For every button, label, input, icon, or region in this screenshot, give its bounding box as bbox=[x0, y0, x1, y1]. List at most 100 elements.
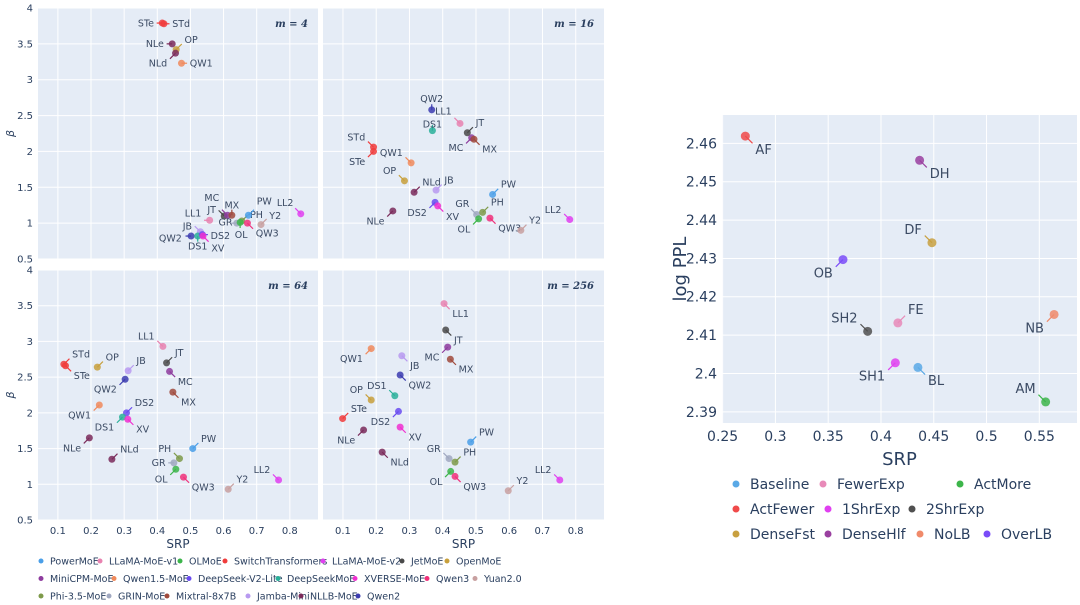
legend-item[interactable]: PowerMoE bbox=[38, 557, 99, 568]
point-marker bbox=[179, 473, 187, 481]
data-point: QW1 bbox=[380, 148, 415, 167]
legend-item[interactable]: Baseline bbox=[732, 477, 810, 493]
legend-item[interactable]: GRIN-MoE bbox=[106, 592, 166, 603]
point-label: PW bbox=[479, 427, 495, 438]
legend-item[interactable]: FewerExp bbox=[819, 477, 905, 493]
data-point: SH1 bbox=[859, 358, 900, 385]
legend-item[interactable]: OverLB bbox=[983, 527, 1053, 543]
x-tick-label: 0.1 bbox=[335, 526, 351, 537]
legend-item[interactable]: DenseFst bbox=[732, 527, 816, 543]
legend-item[interactable]: Mixtral-8x7B bbox=[164, 592, 237, 603]
legend-item[interactable]: OpenMoE bbox=[444, 557, 502, 568]
y-tick-label: 3.5 bbox=[17, 301, 33, 312]
y-tick-label: 3 bbox=[27, 337, 33, 348]
legend-item[interactable]: DeepSeekMoE bbox=[275, 574, 356, 585]
legend-item[interactable]: ActFewer bbox=[732, 502, 815, 518]
x-tick-label: 0.3 bbox=[764, 429, 786, 445]
y-tick-label: 1 bbox=[27, 219, 33, 230]
plot-area bbox=[722, 115, 1077, 423]
legend-item[interactable]: 2ShrExp bbox=[908, 502, 985, 518]
legend-item[interactable]: Phi-3.5-MoE bbox=[38, 592, 107, 603]
data-point: PH bbox=[479, 198, 504, 216]
x-tick-label: 0.8 bbox=[282, 526, 298, 537]
point-label: PH bbox=[158, 444, 171, 455]
point-label: DF bbox=[904, 223, 922, 238]
point-marker bbox=[228, 211, 236, 219]
legend-item[interactable]: Qwen1.5-MoE bbox=[111, 574, 189, 585]
data-point: QW2 bbox=[396, 371, 431, 391]
legend-marker bbox=[908, 505, 916, 513]
legend-item[interactable]: NLLB-MoE bbox=[298, 592, 358, 603]
point-marker bbox=[206, 216, 214, 224]
y-tick-label: 3 bbox=[27, 75, 33, 86]
legend-item[interactable]: Jamba-Mini bbox=[245, 592, 310, 603]
legend-marker bbox=[956, 480, 964, 488]
legend-item[interactable]: DeepSeek-V2-Lite bbox=[186, 574, 283, 585]
point-marker bbox=[108, 455, 116, 463]
point-label: NLe bbox=[146, 39, 164, 50]
legend-item[interactable]: XVERSE-MoE bbox=[352, 574, 426, 585]
legend-item[interactable]: 1ShrExp bbox=[824, 502, 901, 518]
plot-area bbox=[323, 8, 604, 259]
point-label: DS2 bbox=[135, 398, 154, 409]
legend-label: Qwen1.5-MoE bbox=[123, 574, 189, 585]
legend-label: DeepSeek-V2-Lite bbox=[198, 574, 283, 585]
legend-item[interactable]: NoLB bbox=[916, 527, 971, 543]
y-tick-label: 1.5 bbox=[17, 444, 33, 455]
point-label: MC bbox=[178, 377, 193, 388]
legend-marker bbox=[444, 558, 450, 564]
point-label: DS1 bbox=[423, 120, 442, 131]
point-label: LL1 bbox=[138, 332, 155, 343]
point-label: NLd bbox=[422, 178, 440, 189]
point-label: JB bbox=[409, 361, 419, 372]
data-point: DS1 bbox=[367, 381, 399, 400]
point-marker bbox=[504, 487, 512, 495]
legend-item[interactable]: JetMoE bbox=[399, 557, 444, 568]
legend-marker bbox=[472, 576, 478, 581]
x-tick-label: 0.1 bbox=[50, 526, 66, 537]
legend-marker bbox=[355, 593, 361, 599]
legend-item[interactable]: ActMore bbox=[956, 477, 1032, 493]
data-point: OP bbox=[350, 385, 375, 404]
x-tick-label: 0.5 bbox=[182, 526, 198, 537]
point-marker bbox=[447, 467, 455, 475]
data-point: JB bbox=[124, 356, 146, 375]
point-label: DS2 bbox=[371, 417, 390, 428]
legend-marker bbox=[298, 593, 304, 599]
point-label: QW2 bbox=[420, 94, 443, 105]
data-point: NB bbox=[1025, 309, 1059, 336]
point-marker bbox=[367, 345, 375, 353]
point-marker bbox=[159, 342, 167, 350]
legend-marker bbox=[352, 576, 358, 581]
legend-item[interactable]: DenseHlf bbox=[824, 527, 907, 543]
y-tick-label: 2.45 bbox=[686, 175, 717, 191]
point-label: MC bbox=[204, 193, 219, 204]
y-tick-label: 2.43 bbox=[686, 251, 717, 267]
y-tick-label: 2 bbox=[27, 147, 33, 158]
point-label: LL2 bbox=[277, 198, 294, 209]
legend-item[interactable]: Yuan2.0 bbox=[472, 574, 522, 585]
legend-label: Jamba-Mini bbox=[256, 592, 310, 603]
legend-item[interactable]: Qwen3 bbox=[424, 574, 470, 585]
point-marker bbox=[124, 415, 132, 423]
x-axis-title: SRP bbox=[166, 537, 189, 551]
legend-item[interactable]: OLMoE bbox=[177, 557, 222, 568]
point-marker bbox=[168, 40, 176, 48]
point-marker bbox=[169, 388, 177, 396]
legend-item[interactable]: Qwen2 bbox=[355, 592, 401, 603]
legend-label: MiniCPM-MoE bbox=[50, 574, 114, 585]
data-point: QW1 bbox=[177, 59, 213, 70]
y-tick-label: 2.46 bbox=[686, 136, 717, 152]
legend-item[interactable]: SwitchTransformers bbox=[222, 557, 328, 568]
legend-item[interactable]: MiniCPM-MoE bbox=[38, 574, 114, 585]
point-marker bbox=[275, 476, 283, 484]
x-tick-label: 0.7 bbox=[535, 526, 551, 537]
legend-label: OverLB bbox=[1001, 527, 1052, 543]
point-marker bbox=[517, 226, 525, 234]
x-tick-label: 0.5 bbox=[975, 429, 997, 445]
legend-item[interactable]: LLaMA-MoE-v1 bbox=[97, 557, 179, 568]
y-tick-label: 2.44 bbox=[686, 213, 717, 229]
point-label: PW bbox=[257, 197, 273, 208]
point-label: QW1 bbox=[190, 59, 213, 70]
legend-item[interactable]: LLaMA-MoE-v2 bbox=[320, 557, 402, 568]
